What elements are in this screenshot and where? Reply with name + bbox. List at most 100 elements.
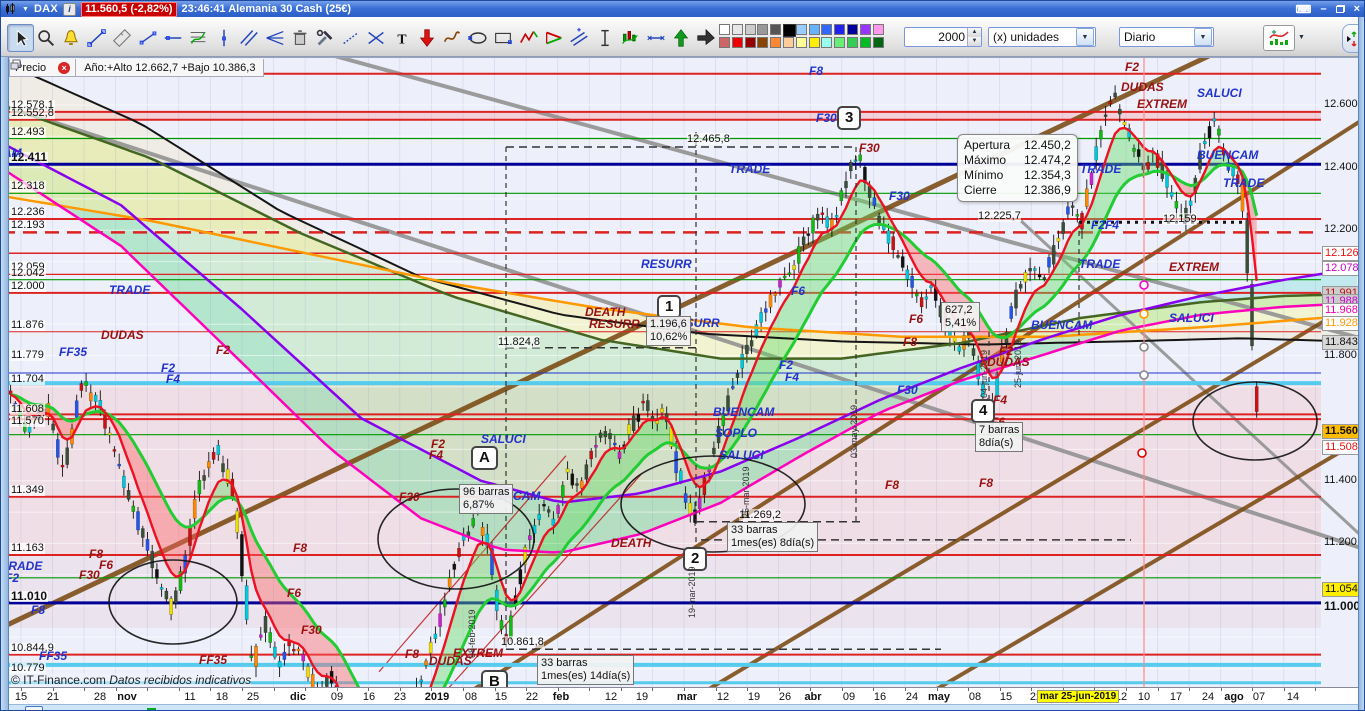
minimize-button[interactable]: – [1320,3,1327,15]
color-swatch[interactable] [719,24,730,35]
yearly-range-label: Año:+Alto 12.662,7 +Bajo 10.386,3 [84,61,256,74]
color-swatch[interactable] [872,24,884,35]
color-swatch[interactable] [808,37,820,48]
chevron-down-icon[interactable]: ▼ [22,5,29,13]
axis-tick [999,688,1001,691]
date-label: 15 [14,691,28,703]
tool-segment-button[interactable] [134,24,161,52]
chevron-down-icon[interactable]: ▼ [1076,28,1094,46]
tool-arrow-right-button[interactable] [693,24,720,52]
tool-pitchfork-button[interactable] [261,24,288,52]
left-edge-strip [1,57,9,710]
right-edge-strip [1358,17,1364,710]
color-swatch[interactable] [847,37,858,48]
date-label: 08 [464,691,478,703]
tool-pattern-button[interactable] [617,24,644,52]
tool-triangle-pattern-button[interactable] [540,24,567,52]
axis-tick [1252,688,1254,691]
tool-zoom-button[interactable] [32,24,59,52]
tool-delete-button[interactable] [286,24,313,52]
color-swatch[interactable] [744,24,756,35]
color-swatch[interactable] [770,24,782,35]
tool-vertical-range-button[interactable] [591,24,618,52]
color-swatch[interactable] [834,24,846,35]
highlighted-date-label: mar 25-jun-2019 [1037,690,1120,703]
quantity-up-button[interactable]: ▲ [968,28,981,37]
date-label: 24 [1201,691,1215,703]
color-swatch[interactable] [731,24,743,35]
date-label: 15 [999,691,1013,703]
tool-channel-button[interactable] [566,24,593,52]
color-swatch[interactable] [859,24,871,35]
scrollbar-thumb[interactable] [25,706,43,710]
tool-alert-button[interactable] [58,24,85,52]
candlestick-icon [5,3,17,15]
color-swatch[interactable] [783,37,794,48]
axis-tick [747,688,749,691]
color-swatch[interactable] [795,24,807,35]
tool-pointer-button[interactable] [7,24,34,52]
tool-vertical-line-button[interactable] [210,24,237,52]
axis-tick [178,688,180,691]
tool-rectangle-button[interactable] [490,24,517,52]
date-label: 08 [968,691,982,703]
quantity-value: 2000 [938,30,965,44]
tool-horizontal-ray-button[interactable] [159,24,186,52]
chart-canvas[interactable]: 12.578,1 12.552,8 12.493 12.411 12.318 12.236… [1,57,1358,688]
color-swatch[interactable] [744,37,756,48]
keyboard-icon[interactable]: ⌨ [1295,3,1312,16]
chart-type-button[interactable]: ▼ [1263,25,1310,51]
axis-tick [463,688,464,691]
color-swatch[interactable] [795,37,807,48]
color-swatch[interactable] [872,37,884,48]
close-pane-icon[interactable]: × [58,61,71,74]
color-swatch[interactable] [821,37,833,48]
color-swatch[interactable] [757,24,769,35]
color-swatch[interactable] [808,24,820,35]
color-swatch[interactable] [719,37,730,48]
period-select[interactable]: Diario ▼ [1119,27,1214,47]
tool-parallel-lines-button[interactable] [236,24,263,52]
axis-tick [589,688,591,691]
tool-arrow-up-button[interactable] [667,24,694,52]
tool-crossed-lines-button[interactable] [363,24,390,52]
tool-horizontal-segment-button[interactable] [642,24,669,52]
color-swatch[interactable] [847,24,858,35]
tool-dotted-segment-button[interactable] [337,24,364,52]
tool-tools-button[interactable] [312,24,339,52]
tool-fibonacci-button[interactable] [185,24,212,52]
info-icon[interactable]: i [63,2,77,16]
restore-button[interactable] [1335,5,1345,13]
date-label: ago [1224,691,1244,703]
date-label: 21 [46,691,60,703]
color-swatch[interactable] [859,37,871,48]
color-swatch[interactable] [770,37,782,48]
color-swatch[interactable] [731,37,743,48]
quantity-stepper[interactable]: 2000 ▲ ▼ [904,27,982,47]
tool-zigzag-button[interactable] [515,24,542,52]
color-swatch[interactable] [821,24,833,35]
color-swatch[interactable] [783,24,796,37]
tool-ruler-button[interactable] [109,24,136,52]
tool-freehand-button[interactable] [439,24,466,52]
period-select-value: Diario [1124,30,1156,44]
date-label: 16 [362,691,376,703]
tool-ellipse-button[interactable] [464,24,491,52]
date-label: 07 [1252,691,1266,703]
color-swatch[interactable] [757,37,769,48]
tool-arrow-down-button[interactable] [413,24,440,52]
axis-tick [652,688,654,691]
date-label: 18 [215,691,229,703]
tool-trendline-button[interactable] [83,24,110,52]
close-button[interactable]: × [1353,3,1360,15]
tool-text-button[interactable]: T [388,24,415,52]
chevron-down-icon[interactable]: ▼ [1298,33,1305,41]
chevron-down-icon[interactable]: ▼ [1194,28,1212,46]
color-swatch[interactable] [834,37,846,48]
axis-tick [1094,688,1096,691]
date-label: 24 [905,691,919,703]
horizontal-scrollbar[interactable] [1,704,1358,710]
quantity-down-button[interactable]: ▼ [968,37,981,46]
unit-select[interactable]: (x) unidades ▼ [988,27,1096,47]
